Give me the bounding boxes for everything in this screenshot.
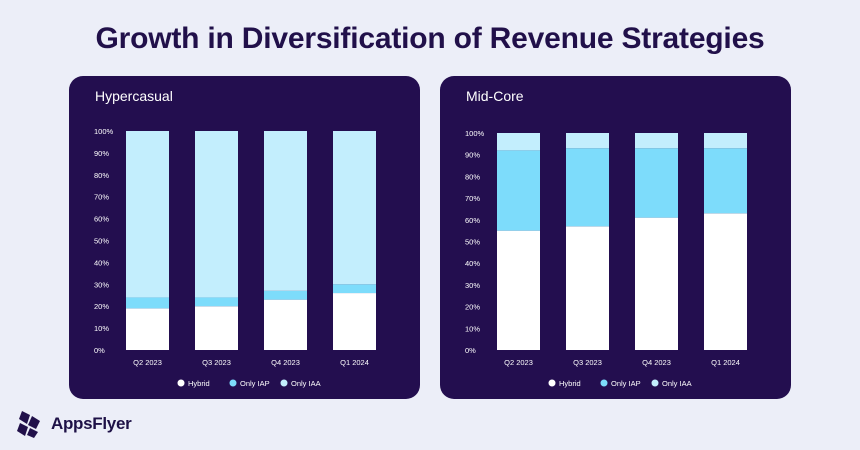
legend-label: Hybrid (559, 379, 581, 388)
y-tick-label: 0% (94, 346, 105, 355)
y-tick-label: 80% (465, 172, 480, 181)
appsflyer-logo-icon (17, 411, 40, 438)
bar-segment-hybrid (195, 306, 238, 350)
y-tick-label: 100% (465, 129, 485, 138)
x-tick-label: Q1 2024 (340, 358, 369, 367)
y-tick-label: 90% (465, 151, 480, 160)
y-tick-label: 50% (94, 237, 109, 246)
bar-segment-hybrid (704, 213, 747, 350)
legend-label: Only IAA (291, 379, 321, 388)
x-tick-label: Q4 2023 (271, 358, 300, 367)
bar-segment-only-iaa (566, 133, 609, 149)
bar-segment-hybrid (333, 293, 376, 350)
legend-label: Only IAP (611, 379, 641, 388)
bar-segment-only-iap (635, 148, 678, 218)
y-tick-label: 70% (94, 193, 109, 202)
bar-segment-hybrid (566, 226, 609, 350)
brand: AppsFlyer (16, 409, 132, 439)
bar-segment-only-iaa (333, 131, 376, 285)
legend-label: Only IAP (240, 379, 270, 388)
legend-swatch (280, 379, 288, 387)
bar-segment-only-iap (126, 297, 169, 309)
y-tick-label: 30% (94, 280, 109, 289)
legend-swatch (177, 379, 185, 387)
bar-segment-only-iaa (497, 133, 540, 151)
bar-segment-hybrid (635, 217, 678, 350)
legend-swatch (229, 379, 237, 387)
legend-swatch (651, 379, 659, 387)
y-tick-label: 60% (94, 215, 109, 224)
chart-title: Hypercasual (95, 88, 173, 104)
x-tick-label: Q4 2023 (642, 358, 671, 367)
bar-segment-only-iap (497, 150, 540, 231)
y-tick-label: 20% (94, 302, 109, 311)
mid-core-chart-panel: Mid-Core 0% 10% 20% 30% 40% 50% 60% 70% 80% 90% 10… (440, 76, 791, 399)
mid-core-chart: 0% 10% 20% 30% 40% 50% 60% 70% 80% 90% 100% Q2 2023… (465, 129, 747, 388)
brand-name: AppsFlyer (51, 414, 132, 433)
bar-segment-hybrid (126, 308, 169, 350)
hypercasual-chart: 0% 10% 20% 30% 40% 50% 60% 70% 80% 90% 100% Q2 2023… (94, 127, 376, 388)
chart-title: Mid-Core (466, 88, 524, 104)
bar-segment-only-iap (333, 284, 376, 294)
y-tick-label: 70% (465, 194, 480, 203)
y-tick-label: 30% (465, 281, 480, 290)
y-tick-label: 80% (94, 171, 109, 180)
bar-segment-only-iaa (195, 131, 238, 298)
bar-segment-only-iap (195, 297, 238, 307)
bar-segment-only-iaa (704, 133, 747, 149)
x-tick-label: Q2 2023 (133, 358, 162, 367)
bar-segment-only-iap (264, 290, 307, 300)
x-tick-label: Q3 2023 (202, 358, 231, 367)
y-tick-label: 20% (465, 303, 480, 312)
legend-label: Only IAA (662, 379, 692, 388)
y-tick-label: 60% (465, 216, 480, 225)
bar-segment-hybrid (497, 230, 540, 350)
bar-segment-only-iaa (264, 131, 307, 291)
bar-segment-hybrid (264, 299, 307, 350)
bar-segment-only-iaa (126, 131, 169, 298)
legend-swatch (600, 379, 608, 387)
x-tick-label: Q2 2023 (504, 358, 533, 367)
y-tick-label: 100% (94, 127, 114, 136)
y-tick-label: 40% (465, 259, 480, 268)
y-tick-label: 10% (94, 324, 109, 333)
legend-label: Hybrid (188, 379, 210, 388)
y-tick-label: 10% (465, 324, 480, 333)
hypercasual-chart-panel: Hypercasual 0% 10% 20% 30% 40% 50% 60% 70% 80% 90… (69, 76, 420, 399)
y-tick-label: 50% (465, 238, 480, 247)
y-tick-label: 40% (94, 258, 109, 267)
bar-segment-only-iap (704, 148, 747, 214)
legend-swatch (548, 379, 556, 387)
y-tick-label: 90% (94, 149, 109, 158)
bar-segment-only-iaa (635, 133, 678, 149)
x-tick-label: Q1 2024 (711, 358, 740, 367)
bar-segment-only-iap (566, 148, 609, 227)
x-tick-label: Q3 2023 (573, 358, 602, 367)
page-title: Growth in Diversification of Revenue Str… (95, 22, 765, 55)
y-tick-label: 0% (465, 346, 476, 355)
